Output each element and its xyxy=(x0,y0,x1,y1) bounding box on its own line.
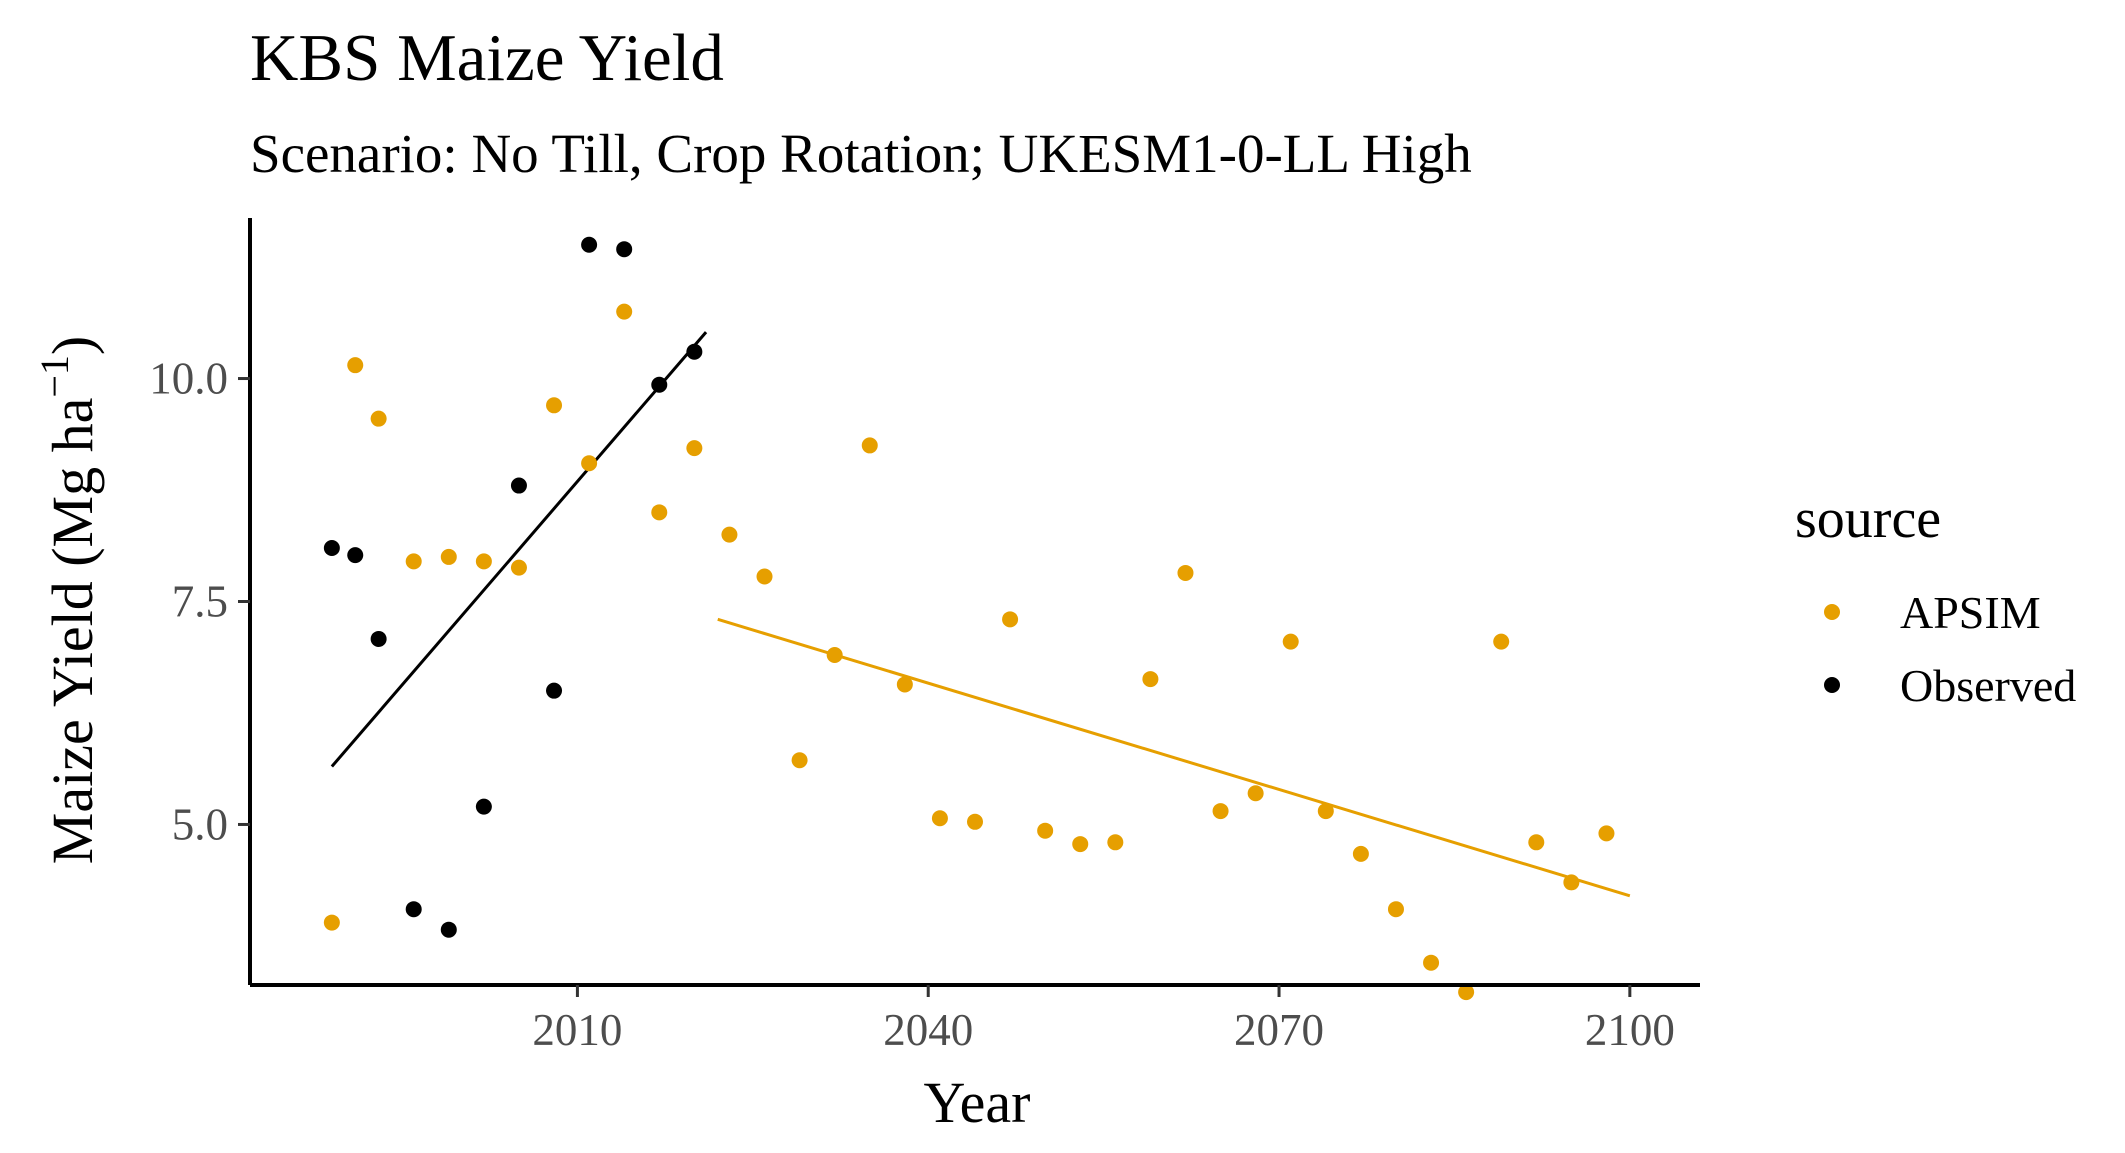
y-axis-title-superscript: −1 xyxy=(32,355,77,398)
y-tick-label: 7.5 xyxy=(172,577,228,627)
legend-label-observed: Observed xyxy=(1900,660,2076,711)
data-point-apsim xyxy=(1317,803,1334,820)
data-point-apsim xyxy=(475,553,492,570)
x-tick-label: 2040 xyxy=(883,1005,973,1055)
legend-key-apsim xyxy=(1824,604,1840,620)
data-point-apsim xyxy=(967,813,983,830)
chart-subtitle: Scenario: No Till, Crop Rotation; UKESM1… xyxy=(250,123,1472,184)
data-point-apsim xyxy=(1387,901,1404,918)
data-point-apsim xyxy=(616,303,633,320)
data-point-observed xyxy=(510,477,527,494)
data-point-apsim xyxy=(1458,984,1475,1001)
data-point-apsim xyxy=(1037,822,1054,839)
data-point-apsim xyxy=(405,553,422,570)
points-layer xyxy=(323,236,1615,1001)
data-point-apsim xyxy=(721,526,738,543)
data-point-apsim xyxy=(1002,611,1019,628)
chart-title: KBS Maize Yield xyxy=(250,21,724,95)
data-point-apsim xyxy=(1142,671,1159,688)
data-point-apsim xyxy=(756,568,773,585)
legend-key-observed xyxy=(1824,677,1840,693)
legend-label-apsim: APSIM xyxy=(1900,587,2041,638)
y-axis-title-close: ) xyxy=(40,336,105,355)
data-point-observed xyxy=(686,343,703,360)
trend-line-observed xyxy=(330,331,708,768)
x-tick-label: 2100 xyxy=(1585,1005,1675,1055)
y-tick-label: 5.0 xyxy=(172,799,228,849)
data-point-apsim xyxy=(826,647,843,664)
legend: source APSIM Observed xyxy=(1795,488,2076,711)
data-point-apsim xyxy=(370,410,387,427)
legend-title: source xyxy=(1795,488,1941,550)
trend-line-apsim xyxy=(717,617,1631,898)
data-point-apsim xyxy=(1563,874,1580,891)
data-point-observed xyxy=(323,539,340,556)
data-point-apsim xyxy=(510,559,527,576)
data-point-apsim xyxy=(1107,834,1124,851)
data-point-apsim xyxy=(440,548,457,565)
data-point-apsim xyxy=(1212,803,1229,820)
data-point-apsim xyxy=(323,914,340,931)
data-point-observed xyxy=(440,921,457,938)
data-point-apsim xyxy=(861,437,878,454)
data-point-observed xyxy=(616,241,633,258)
y-axis-title-main: Maize Yield (Mg ha xyxy=(40,398,105,865)
data-point-apsim xyxy=(686,440,703,457)
data-point-apsim xyxy=(1493,633,1510,650)
data-point-apsim xyxy=(581,455,598,472)
data-point-observed xyxy=(475,798,492,815)
data-point-apsim xyxy=(651,504,668,521)
data-point-apsim xyxy=(1247,785,1264,802)
data-point-observed xyxy=(651,376,668,393)
plot-area xyxy=(323,236,1631,1001)
data-point-apsim xyxy=(1598,825,1615,842)
data-point-apsim xyxy=(546,397,563,414)
x-tick-label: 2010 xyxy=(532,1005,622,1055)
ticks-layer: 2010 2040 2070 2100 5.0 7.5 10.0 xyxy=(149,354,1675,1055)
data-point-apsim xyxy=(791,752,808,769)
data-point-apsim xyxy=(1177,564,1194,581)
data-point-observed xyxy=(405,901,422,918)
data-point-apsim xyxy=(1528,834,1545,851)
data-point-observed xyxy=(370,630,387,647)
data-point-apsim xyxy=(896,676,913,693)
data-point-apsim xyxy=(1423,954,1440,971)
data-point-apsim xyxy=(931,810,948,827)
data-point-observed xyxy=(581,236,598,253)
data-point-apsim xyxy=(1352,845,1369,862)
y-axis-title: Maize Yield (Mg ha−1) xyxy=(32,336,105,864)
x-tick-label: 2070 xyxy=(1234,1005,1324,1055)
data-point-observed xyxy=(347,547,364,564)
trend-layer xyxy=(330,331,1631,898)
data-point-observed xyxy=(546,682,563,699)
y-tick-label: 10.0 xyxy=(149,354,228,404)
data-point-apsim xyxy=(1282,633,1299,650)
data-point-apsim xyxy=(1072,836,1089,853)
data-point-apsim xyxy=(347,357,364,374)
x-axis-title: Year xyxy=(924,1070,1031,1135)
